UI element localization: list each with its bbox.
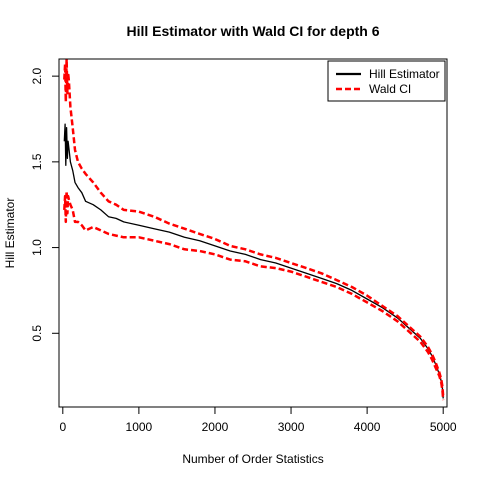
x-tick-label: 3000 [278, 420, 305, 434]
series-line-1 [63, 57, 445, 397]
x-tick-label: 5000 [430, 420, 457, 434]
x-axis-label: Number of Order Statistics [182, 452, 323, 466]
x-tick-label: 0 [59, 420, 66, 434]
x-tick-label: 1000 [126, 420, 153, 434]
legend-label-wald-ci: Wald CI [369, 82, 411, 96]
y-tick-label: 1.5 [30, 153, 44, 170]
y-axis: 0.5 1.0 1.5 2.0 [30, 67, 60, 342]
y-tick-label: 2.0 [30, 67, 44, 84]
x-axis: 0 1000 2000 3000 4000 5000 [59, 406, 457, 434]
y-tick-label: 1.0 [30, 239, 44, 256]
series-line-0 [63, 123, 444, 399]
legend: Hill Estimator Wald CI [327, 60, 446, 102]
y-axis-label: Hill Estimator [3, 198, 17, 269]
series-line-2 [63, 189, 445, 401]
chart-title: Hill Estimator with Wald CI for depth 6 [126, 23, 379, 39]
x-tick-label: 4000 [354, 420, 381, 434]
legend-box [327, 60, 446, 102]
x-tick-label: 2000 [202, 420, 229, 434]
y-tick-label: 0.5 [30, 325, 44, 342]
plot-series [63, 57, 445, 401]
legend-label-hill: Hill Estimator [369, 67, 440, 81]
